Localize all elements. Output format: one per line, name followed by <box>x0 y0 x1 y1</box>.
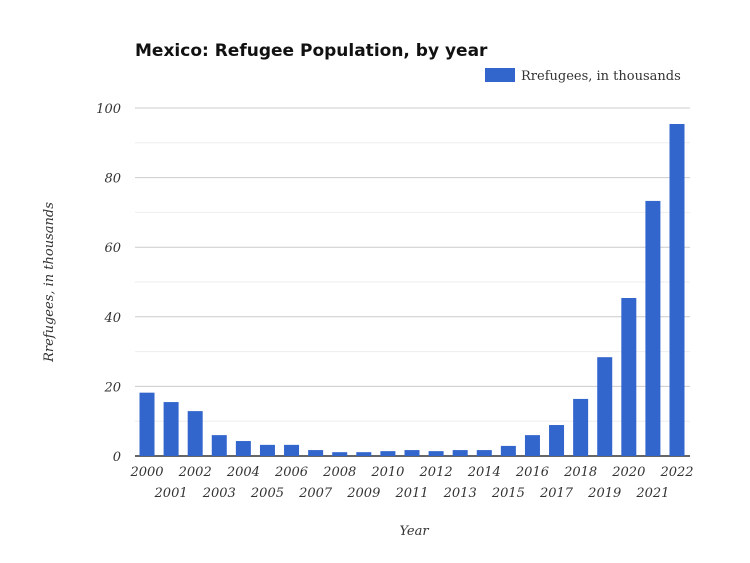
bar-2019 <box>597 357 613 456</box>
x-tick-label: 2000 <box>129 465 163 480</box>
x-tick-label: 2009 <box>346 486 380 501</box>
y-tick-label: 80 <box>104 172 121 187</box>
bar-2010 <box>380 451 396 456</box>
x-tick-label: 2016 <box>515 465 549 480</box>
bar-2013 <box>452 450 468 456</box>
x-tick-label: 2020 <box>611 465 645 480</box>
x-tick-label: 2019 <box>587 486 621 501</box>
bar-2006 <box>284 444 300 456</box>
bar-2016 <box>524 435 540 456</box>
legend-swatch <box>485 68 515 82</box>
x-tick-label: 2011 <box>394 486 428 501</box>
x-tick-label: 2012 <box>419 465 453 480</box>
bar-2005 <box>259 444 275 456</box>
bar-2003 <box>211 435 227 456</box>
x-axis-label: Year <box>399 524 429 539</box>
x-tick-label: 2017 <box>539 486 574 501</box>
bar-2014 <box>476 450 492 456</box>
bar-2020 <box>621 298 637 456</box>
bar-2017 <box>549 425 565 456</box>
bar-2007 <box>308 450 324 456</box>
x-tick-label: 2004 <box>226 465 260 480</box>
bar-2009 <box>356 452 372 456</box>
bar-2011 <box>404 450 420 456</box>
bar-2002 <box>187 411 203 456</box>
x-tick-label: 2010 <box>370 465 404 480</box>
bar-2018 <box>573 398 589 456</box>
bar-2021 <box>645 200 661 456</box>
chart-title: Mexico: Refugee Population, by year <box>135 41 488 61</box>
x-tick-label: 2021 <box>635 486 669 501</box>
x-tick-label: 2013 <box>443 486 477 501</box>
y-axis-label: Rrefugees, in thousands <box>42 202 57 363</box>
bar-2012 <box>428 451 444 456</box>
x-tick-label: 2015 <box>491 486 525 501</box>
x-tick-label: 2005 <box>250 486 284 501</box>
bar-2000 <box>139 392 155 456</box>
x-tick-label: 2007 <box>298 486 333 501</box>
x-tick-label: 2022 <box>659 465 693 480</box>
x-tick-label: 2008 <box>322 465 356 480</box>
y-tick-label: 0 <box>113 450 121 465</box>
y-tick-label: 20 <box>103 380 121 395</box>
x-tick-label: 2001 <box>154 486 188 501</box>
x-tick-label: 2002 <box>178 465 212 480</box>
x-tick-label: 2018 <box>563 465 597 480</box>
bar-2004 <box>235 441 251 456</box>
x-tick-label: 2006 <box>274 465 308 480</box>
y-tick-label: 40 <box>103 311 121 326</box>
bar-2008 <box>332 452 348 456</box>
bar-2015 <box>500 445 516 456</box>
y-tick-label: 100 <box>96 102 121 117</box>
x-tick-label: 2003 <box>202 486 236 501</box>
bar-2001 <box>163 402 179 456</box>
y-tick-label: 60 <box>104 241 121 256</box>
x-tick-label: 2014 <box>467 465 501 480</box>
legend-label: Rrefugees, in thousands <box>521 69 681 84</box>
bar-2022 <box>669 124 685 457</box>
